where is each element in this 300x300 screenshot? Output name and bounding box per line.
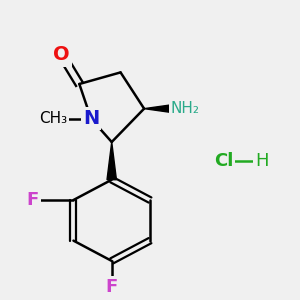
Text: O: O <box>53 46 70 64</box>
Text: NH₂: NH₂ <box>171 101 200 116</box>
Text: CH₃: CH₃ <box>39 111 67 126</box>
Text: F: F <box>106 278 118 296</box>
Text: F: F <box>26 191 38 209</box>
Text: H: H <box>255 152 268 170</box>
Polygon shape <box>107 142 116 180</box>
Polygon shape <box>144 103 185 115</box>
Text: N: N <box>83 109 99 128</box>
Text: Cl: Cl <box>214 152 233 170</box>
